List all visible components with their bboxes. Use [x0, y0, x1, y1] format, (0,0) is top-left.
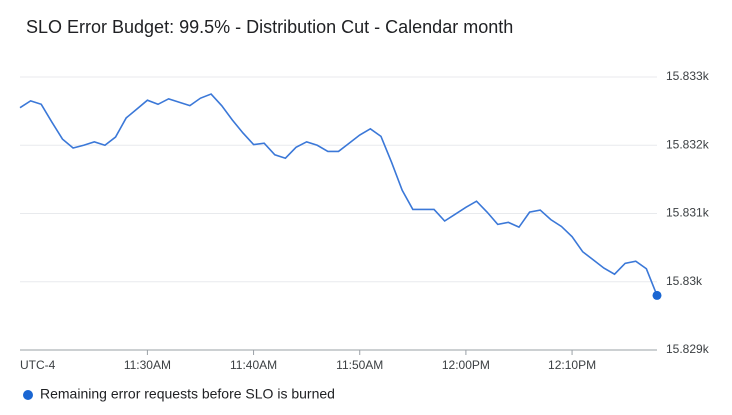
legend-label: Remaining error requests before SLO is b…	[40, 386, 335, 402]
y-tick-label: 15.831k	[666, 206, 710, 220]
y-tick-label: 15.832k	[666, 137, 710, 151]
x-tick-label: 12:00PM	[442, 358, 490, 372]
y-tick-label: 15.829k	[666, 342, 710, 356]
x-tick-label: 11:50AM	[336, 358, 383, 372]
y-tick-label: 15.83k	[666, 274, 703, 288]
timezone-label: UTC-4	[20, 358, 56, 372]
line	[19, 93, 658, 296]
chart-title: SLO Error Budget: 99.5% - Distribution C…	[26, 17, 513, 37]
x-tick-label: 11:40AM	[230, 358, 277, 372]
x-tick-label: 12:10PM	[548, 358, 596, 372]
y-tick-label: 15.833k	[666, 69, 710, 83]
end-point	[652, 290, 662, 300]
legend-marker	[23, 390, 33, 400]
x-tick-label: 11:30AM	[124, 358, 171, 372]
